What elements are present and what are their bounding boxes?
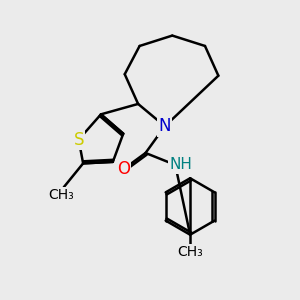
Text: NH: NH [169,158,192,172]
Text: CH₃: CH₃ [177,245,203,259]
Text: CH₃: CH₃ [48,188,74,203]
Text: N: N [159,117,171,135]
Text: S: S [74,130,84,148]
Text: O: O [117,160,130,178]
